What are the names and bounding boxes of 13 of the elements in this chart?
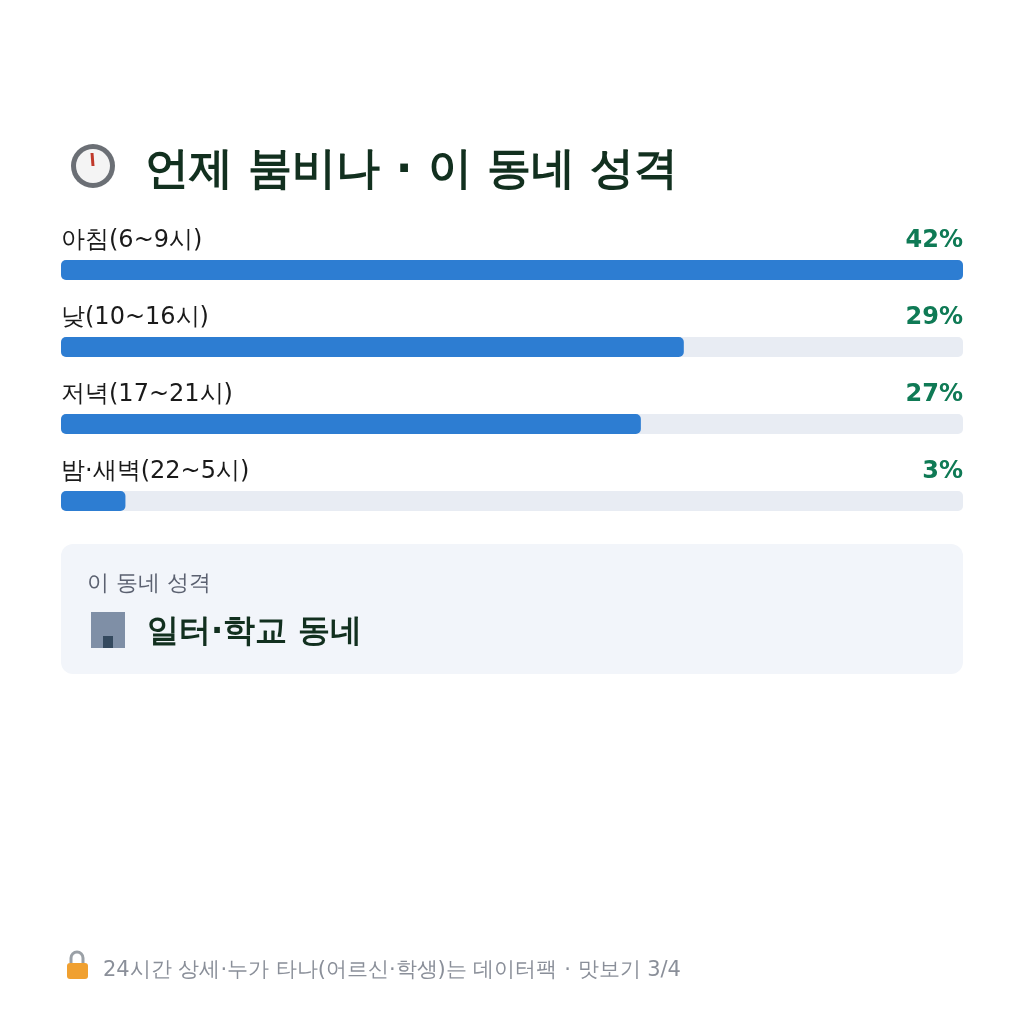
chart-title: 언제 붐비나 · 이 동네 성격 <box>145 142 679 193</box>
y-tick-label: 아침(6~9시) <box>61 225 203 253</box>
data-label: 27% <box>905 379 963 407</box>
y-tick-label: 저녁(17~21시) <box>61 379 233 407</box>
bar <box>61 491 126 511</box>
data-label: 29% <box>905 302 963 330</box>
text: 일터·학교 동네 <box>147 611 363 649</box>
y-tick-label: 낮(10~16시) <box>61 302 209 330</box>
data-label: 3% <box>922 456 963 484</box>
y-tick-label: 밤·새벽(22~5시) <box>61 456 250 484</box>
text: 24시간 상세·누가 타나(어르신·학생)는 데이터팩 · 맛보기 3/4 <box>103 957 681 981</box>
text: 이 동네 성격 <box>87 570 211 595</box>
data-label: 42% <box>905 225 963 253</box>
